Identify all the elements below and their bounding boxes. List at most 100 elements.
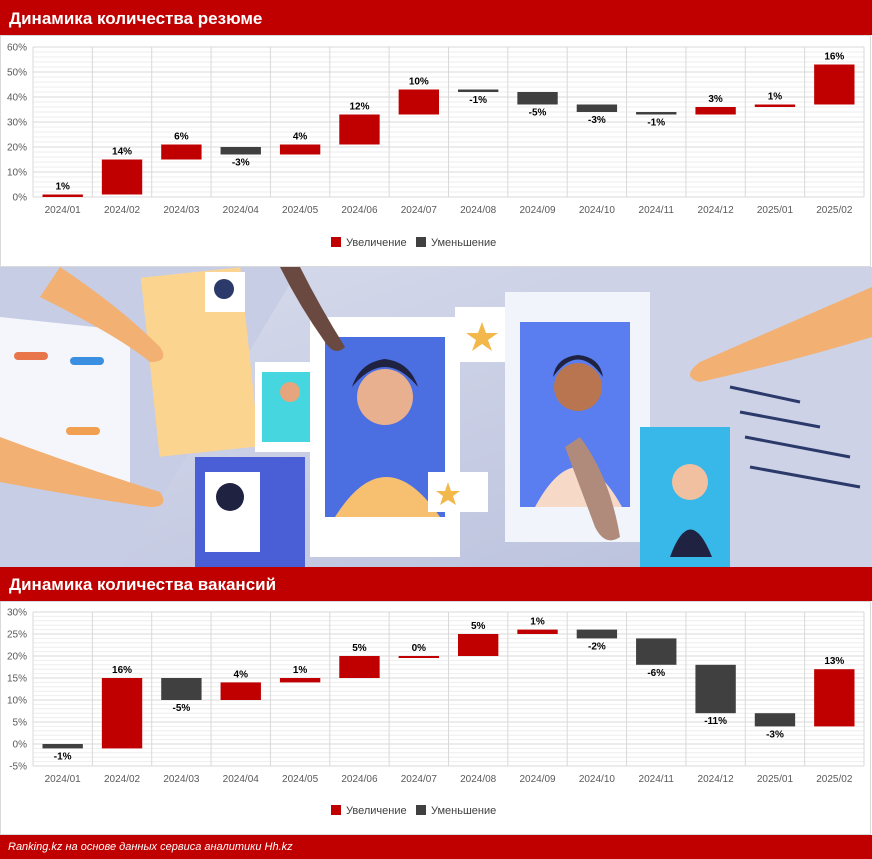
increase-bar <box>279 144 321 155</box>
decrease-bar <box>42 744 83 749</box>
x-tick-label: 2024/01 <box>45 774 82 785</box>
x-tick-label: 2025/01 <box>757 774 794 785</box>
increase-bar <box>814 669 855 727</box>
decrease-bar <box>517 92 558 105</box>
y-tick-label: 10% <box>7 696 27 707</box>
resume-chart-title: Динамика количества резюме <box>0 0 872 35</box>
data-label: 12% <box>349 102 369 113</box>
x-tick-label: 2024/02 <box>104 774 141 785</box>
data-label: 14% <box>112 147 132 158</box>
x-tick-label: 2025/02 <box>816 774 853 785</box>
x-tick-label: 2024/08 <box>460 774 497 785</box>
x-tick-label: 2024/05 <box>282 774 319 785</box>
legend-increase-swatch <box>331 237 341 247</box>
increase-bar <box>161 144 202 160</box>
data-label: -5% <box>529 108 547 119</box>
increase-bar <box>101 159 143 195</box>
decrease-bar <box>576 629 618 639</box>
data-label: -2% <box>588 641 606 652</box>
data-label: -3% <box>766 729 784 740</box>
decrease-bar <box>457 89 499 92</box>
increase-bar <box>339 656 380 678</box>
x-tick-label: 2025/01 <box>757 205 794 216</box>
legend-decrease-swatch <box>416 805 426 815</box>
legend-decrease-label: Уменьшение <box>431 237 496 249</box>
increase-bar <box>42 194 83 197</box>
data-label: 16% <box>112 665 132 676</box>
data-label: 4% <box>234 669 249 680</box>
x-tick-label: 2024/05 <box>282 205 319 216</box>
recruitment-illustration <box>0 267 872 567</box>
data-label: 1% <box>55 182 70 193</box>
x-tick-label: 2024/06 <box>341 205 378 216</box>
x-tick-label: 2024/09 <box>519 205 556 216</box>
x-tick-label: 2024/12 <box>698 774 735 785</box>
x-tick-label: 2024/07 <box>401 774 438 785</box>
data-label: -1% <box>54 751 72 762</box>
increase-bar <box>517 629 558 634</box>
increase-bar <box>695 107 736 115</box>
data-label: -6% <box>647 668 665 679</box>
data-label: 5% <box>352 643 367 654</box>
data-label: 10% <box>409 77 429 88</box>
y-tick-label: 15% <box>7 674 27 685</box>
y-tick-label: 20% <box>7 652 27 663</box>
chart-frame <box>0 35 871 267</box>
data-label: -3% <box>588 115 606 126</box>
increase-bar <box>457 634 499 656</box>
vacancies-chart: -5% 0% 5% 10% 15% 20% 25% 30% 2024/01 -1% 2024/02 1… <box>0 601 871 835</box>
x-tick-label: 2024/03 <box>163 774 200 785</box>
data-label: 0% <box>412 643 427 654</box>
increase-bar <box>398 89 440 115</box>
data-label: -1% <box>469 95 487 106</box>
x-tick-label: 2024/10 <box>579 205 616 216</box>
y-tick-label: 20% <box>7 143 27 154</box>
decrease-bar <box>636 112 677 115</box>
vacancies-chart-title: Динамика количества вакансий <box>0 567 872 601</box>
data-label: -1% <box>647 118 665 129</box>
y-tick-label: 5% <box>13 718 28 729</box>
y-tick-label: 60% <box>7 43 27 54</box>
data-label: 1% <box>768 92 783 103</box>
hero-illustration <box>0 267 872 567</box>
data-label: 5% <box>471 621 486 632</box>
increase-bar <box>398 656 440 658</box>
decrease-bar <box>576 104 618 112</box>
legend-increase-label: Увеличение <box>346 237 407 249</box>
data-label: 13% <box>824 656 844 667</box>
x-tick-label: 2024/12 <box>698 205 735 216</box>
decrease-bar <box>161 678 202 700</box>
decrease-bar <box>754 713 796 727</box>
data-label: 4% <box>293 132 308 143</box>
x-tick-label: 2024/10 <box>579 774 616 785</box>
y-tick-label: 30% <box>7 608 27 619</box>
data-label: 1% <box>530 617 545 628</box>
x-tick-label: 2024/03 <box>163 205 200 216</box>
legend-decrease-swatch <box>416 237 426 247</box>
data-label: -11% <box>704 716 727 727</box>
x-tick-label: 2024/02 <box>104 205 141 216</box>
x-tick-label: 2024/09 <box>519 774 556 785</box>
y-tick-label: 40% <box>7 93 27 104</box>
data-label: 3% <box>708 94 723 105</box>
x-tick-label: 2024/11 <box>639 774 675 785</box>
data-label: 1% <box>293 665 308 676</box>
x-tick-label: 2024/04 <box>223 774 260 785</box>
data-label: -3% <box>232 158 250 169</box>
resume-chart: 0% 10% 20% 30% 40% 50% 60% 2024/01 1% 2024/02 14% 2… <box>0 35 871 267</box>
increase-bar <box>339 114 380 145</box>
increase-bar <box>101 678 143 749</box>
decrease-bar <box>636 638 677 665</box>
increase-bar <box>279 678 321 683</box>
increase-bar <box>754 104 796 107</box>
legend-increase-label: Увеличение <box>346 805 407 817</box>
x-tick-label: 2024/11 <box>639 205 675 216</box>
y-tick-label: 0% <box>13 193 28 204</box>
y-tick-label: 25% <box>7 630 27 641</box>
y-tick-label: 10% <box>7 168 27 179</box>
legend-decrease-label: Уменьшение <box>431 805 496 817</box>
decrease-bar <box>220 147 261 155</box>
x-tick-label: 2024/07 <box>401 205 438 216</box>
decrease-bar <box>695 664 736 714</box>
x-tick-label: 2024/06 <box>341 774 378 785</box>
